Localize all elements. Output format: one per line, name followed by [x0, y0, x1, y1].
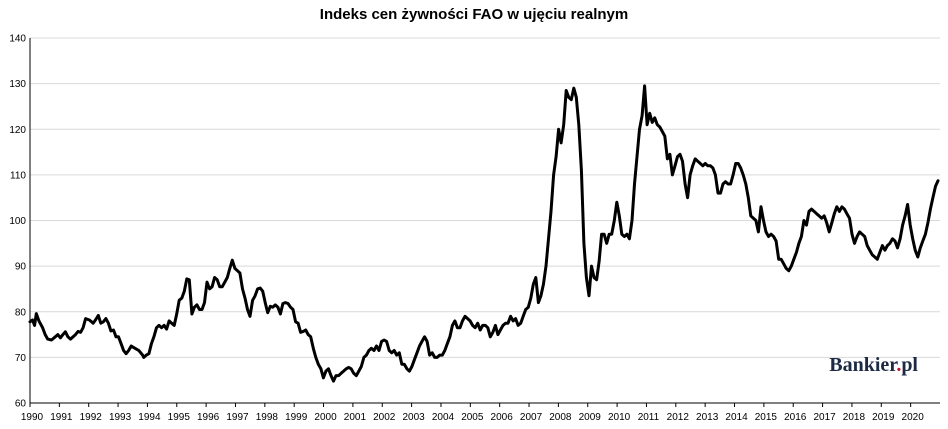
x-tick-label: 1994	[138, 412, 161, 423]
x-tick-label: 2000	[314, 412, 337, 423]
x-tick-label: 2008	[549, 412, 572, 423]
x-tick-label: 1993	[109, 412, 132, 423]
x-tick-label: 2003	[402, 412, 425, 423]
x-tick-label: 2009	[579, 412, 602, 423]
x-tick-label: 1991	[50, 412, 73, 423]
x-tick-label: 1998	[256, 412, 279, 423]
x-tick-label: 2011	[638, 412, 660, 423]
x-tick-label: 2007	[520, 412, 543, 423]
x-tick-label: 2002	[373, 412, 396, 423]
chart-title: Indeks cen żywności FAO w ujęciu realnym	[319, 6, 629, 23]
x-tick-label: 1997	[226, 412, 249, 423]
x-tick-label: 2005	[461, 412, 484, 423]
x-tick-label: 2006	[491, 412, 514, 423]
x-tick-label: 2004	[432, 412, 455, 423]
x-tick-label: 2017	[813, 412, 836, 423]
series-line	[28, 84, 940, 383]
x-tick-label: 2001	[344, 412, 367, 423]
x-tick-label: 2018	[843, 412, 866, 423]
y-tick-label: 140	[9, 34, 26, 45]
x-tick-label: 2013	[696, 412, 719, 423]
x-tick-label: 1996	[197, 412, 220, 423]
x-tick-label: 1990	[21, 412, 44, 423]
y-tick-label: 80	[15, 307, 27, 318]
y-tick-label: 120	[9, 125, 26, 136]
y-tick-label: 110	[10, 170, 26, 181]
x-tick-label: 2019	[872, 412, 895, 423]
x-tick-label: 2012	[667, 412, 690, 423]
x-tick-label: 1999	[285, 412, 308, 423]
y-tick-label: 60	[15, 399, 27, 410]
x-tick-label: 2015	[755, 412, 778, 423]
y-tick-label: 100	[9, 216, 26, 227]
y-tick-label: 130	[9, 79, 26, 90]
x-tick-label: 2010	[608, 412, 631, 423]
x-tick-label: 2014	[725, 412, 748, 423]
x-tick-label: 1995	[168, 412, 191, 423]
x-tick-label: 1992	[80, 412, 103, 423]
bankier-logo: Bankier.pl	[829, 354, 918, 376]
x-tick-label: 2020	[902, 412, 925, 423]
y-tick-label: 70	[15, 353, 27, 364]
y-tick-label: 90	[15, 262, 27, 273]
x-tick-label: 2016	[784, 412, 807, 423]
